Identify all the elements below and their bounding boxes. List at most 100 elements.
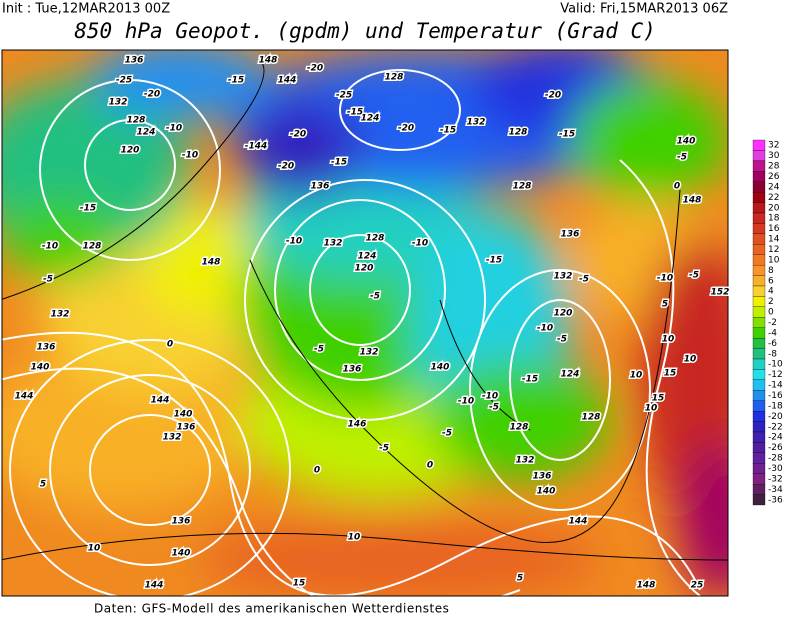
valid-time: Valid: Fri,15MAR2013 06Z [560, 2, 728, 17]
map-title: 850 hPa Geopot. (gpdm) und Temperatur (G… [74, 19, 656, 43]
contour-label: 124 [561, 370, 580, 380]
contour-label: 144 [15, 392, 34, 402]
contour-label: 124 [358, 252, 377, 262]
colorbar-swatch [752, 442, 766, 454]
contour-label: -10 [412, 239, 428, 249]
colorbar-label: -22 [768, 422, 783, 432]
contour-label: -15 [80, 204, 96, 214]
colorbar-swatch [752, 244, 766, 255]
colorbar-label: -14 [768, 381, 783, 391]
contour-label: 128 [509, 128, 528, 138]
colorbar-label: -2 [768, 318, 777, 328]
contour-label: -10 [286, 237, 302, 247]
colorbar-label: 22 [768, 193, 779, 203]
colorbar-label: 8 [768, 266, 774, 276]
contour-label: 15 [293, 579, 306, 589]
contour-label: -15 [347, 108, 363, 118]
contour-label: 10 [684, 355, 697, 365]
colorbar-swatch [752, 421, 766, 433]
colorbar-label: 4 [768, 287, 774, 297]
colorbar-label: 0 [768, 308, 774, 318]
colorbar-swatch [752, 296, 766, 308]
contour-label: -5 [314, 345, 324, 355]
contour-label: 132 [516, 456, 535, 466]
contour-label: 152 [711, 288, 730, 298]
colorbar-label: -30 [768, 464, 783, 474]
contour-label: -5 [442, 429, 452, 439]
colorbar-label: -10 [768, 360, 783, 370]
map [2, 50, 728, 596]
contour-label: -15 [331, 158, 347, 168]
colorbar-swatch [752, 327, 766, 339]
colorbar-swatch [752, 285, 766, 297]
contour-label: 5 [40, 480, 46, 490]
colorbar-label: 28 [768, 162, 780, 172]
data-source: Daten: GFS-Modell des amerikanischen Wet… [94, 602, 449, 616]
contour-label: -20 [398, 124, 414, 134]
contour-label: -25 [116, 76, 132, 86]
contour-label: -5 [43, 275, 53, 285]
contour-label: 140 [174, 410, 193, 420]
contour-label: -5 [370, 292, 380, 302]
colorbar-label: -18 [768, 401, 783, 411]
contour-label: 136 [343, 365, 362, 375]
colorbar-swatch [752, 400, 766, 412]
contour-label: -5 [579, 275, 589, 285]
colorbar-swatch [752, 264, 766, 276]
contour-label: 136 [533, 472, 552, 482]
contour-label: 132 [360, 348, 379, 358]
contour-label: 140 [31, 363, 50, 373]
colorbar-label: -16 [768, 391, 783, 401]
contour-label: -5 [677, 153, 687, 163]
contour-label: 0 [427, 461, 433, 471]
colorbar-label: 14 [768, 235, 780, 245]
contour-label: 140 [537, 487, 556, 497]
colorbar-label: -32 [768, 474, 783, 484]
contour-label: -10 [42, 242, 58, 252]
colorbar-label: 16 [768, 224, 780, 234]
colorbar-label: 18 [768, 214, 780, 224]
contour-label: 146 [348, 420, 367, 430]
contour-label: 132 [109, 98, 128, 108]
contour-label: -15 [228, 76, 244, 86]
contour-label: -10 [537, 324, 553, 334]
contour-label: 140 [172, 549, 191, 559]
colorbar-label: 32 [768, 141, 779, 151]
contour-label: 120 [121, 146, 140, 156]
contour-label: -10 [458, 397, 474, 407]
colorbar-swatch [752, 317, 766, 328]
contour-label: 136 [561, 230, 580, 240]
contour-label: 0 [314, 466, 320, 476]
colorbar-swatch [752, 223, 766, 235]
contour-label: 132 [554, 272, 573, 282]
colorbar-label: -4 [768, 328, 777, 338]
colorbar-label: 2 [768, 297, 774, 307]
colorbar-swatch [752, 358, 766, 370]
contour-label: 148 [259, 56, 278, 66]
colorbar-swatch [752, 369, 766, 381]
contour-label: -15 [559, 130, 575, 140]
contour-label: 120 [554, 309, 573, 319]
temperature-contours [2, 59, 728, 561]
contour-label: 140 [431, 363, 450, 373]
geopotential-contours [2, 69, 701, 596]
contour-label: 0 [167, 340, 173, 350]
colorbar-swatch [752, 233, 766, 245]
colorbar-swatch [752, 191, 766, 203]
contour-label: -15 [440, 126, 456, 136]
contour-label: 10 [662, 335, 675, 345]
colorbar-swatch [752, 181, 766, 193]
colorbar-label: 10 [768, 255, 780, 265]
colorbar-label: 26 [768, 172, 780, 182]
contour-label: 128 [83, 242, 102, 252]
contour-label: 136 [177, 423, 196, 433]
contour-label: 144 [569, 517, 588, 527]
contour-label: -15 [522, 375, 538, 385]
contour-label: 136 [37, 343, 56, 353]
colorbar-swatch [752, 494, 766, 506]
map-frame [1, 49, 729, 597]
contour-label: 128 [582, 413, 601, 423]
contour-label: 132 [51, 310, 70, 320]
colorbar-swatch [752, 379, 766, 391]
